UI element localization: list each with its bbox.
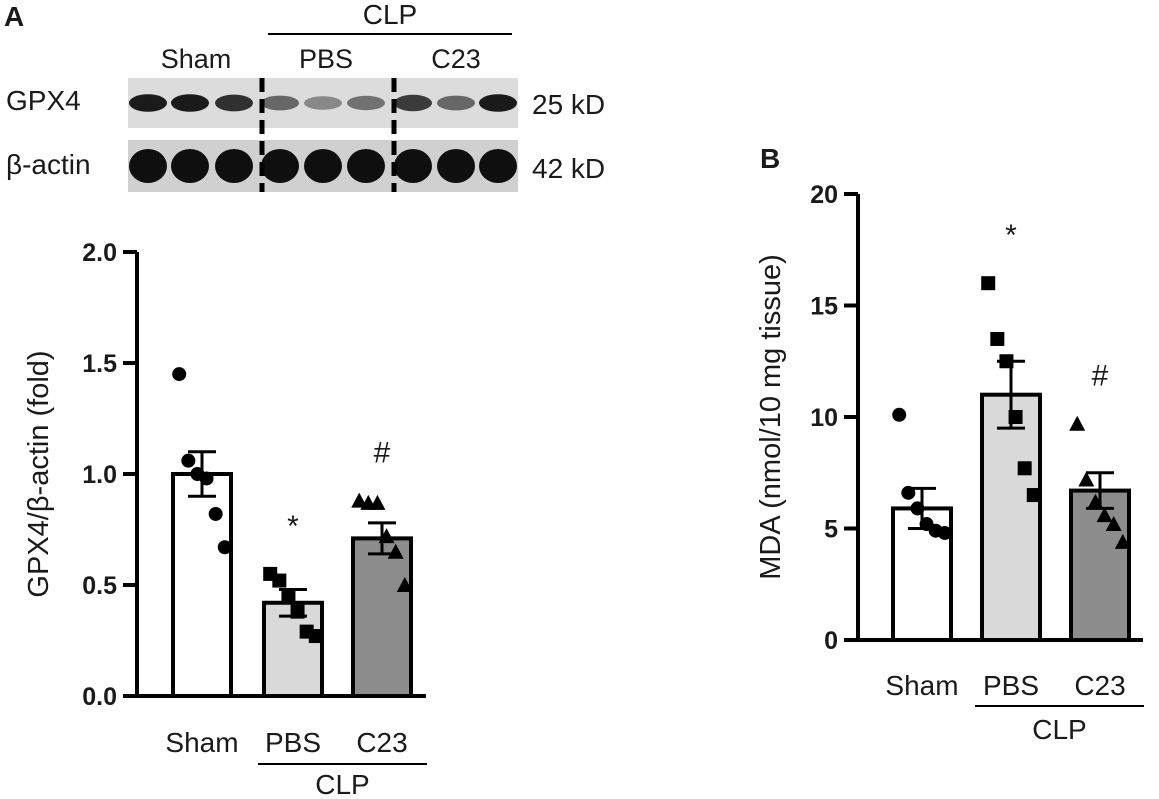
bar-pbs xyxy=(980,392,1042,643)
blot-band xyxy=(347,149,385,183)
y-tick-label: 1.5 xyxy=(82,350,117,378)
data-point xyxy=(937,525,952,540)
blot-band xyxy=(394,149,432,183)
panel-a-letter: A xyxy=(4,1,24,32)
bar-c23 xyxy=(1069,488,1131,642)
group-label: CLP xyxy=(315,769,369,799)
blot-bands xyxy=(129,94,517,183)
x-tick-label-c23: C23 xyxy=(356,727,407,758)
data-point xyxy=(1078,471,1095,487)
x-tick-label-pbs: PBS xyxy=(265,727,321,758)
chart-gpx4: 0.0 0.5 1.0 1.5 2.0 GPX4/β-actin (fold) * # Sham… xyxy=(23,239,427,799)
y-tick-label: 15 xyxy=(810,293,838,321)
blot-band xyxy=(215,94,253,112)
data-point xyxy=(1105,516,1122,532)
x-tick-label-sham: Sham xyxy=(885,670,958,701)
panel-b-letter: B xyxy=(760,143,780,174)
significance-marker: # xyxy=(374,437,391,470)
y-axis-label: MDA (nmol/10 mg tissue) xyxy=(755,254,787,580)
data-point xyxy=(272,573,287,588)
y-tick-label: 10 xyxy=(810,404,838,432)
data-point xyxy=(892,407,907,422)
x-tick-label-sham: Sham xyxy=(165,727,238,758)
blot-band xyxy=(479,94,517,112)
blot-size-gpx4: 25 kD xyxy=(532,89,605,120)
data-point xyxy=(981,276,996,291)
significance-marker: * xyxy=(1005,219,1017,252)
blot-band xyxy=(347,95,385,111)
data-point xyxy=(1069,415,1086,431)
blot-band xyxy=(479,149,517,183)
y-tick-label: 0.0 xyxy=(82,683,117,711)
blot-size-actin: 42 kD xyxy=(532,153,605,184)
blot-lane-label-c23: C23 xyxy=(431,44,481,74)
data-point xyxy=(181,453,196,468)
blot-band xyxy=(171,149,209,183)
y-axis-label: GPX4/β-actin (fold) xyxy=(23,350,55,597)
western-blot: CLP Sham PBS C23 GPX4 β-actin 25 kD 42 k… xyxy=(6,0,605,192)
blot-band xyxy=(261,95,299,111)
blot-band xyxy=(304,149,342,183)
blot-band xyxy=(129,149,167,183)
chart-mda: 0 5 10 15 20 MDA (nmol/10 mg tissue) * # Sham PBS… xyxy=(755,181,1144,745)
blot-band xyxy=(215,149,253,183)
bar-sham xyxy=(171,472,233,698)
x-tick-label-pbs: PBS xyxy=(983,670,1039,701)
data-point xyxy=(1096,507,1113,523)
y-tick-label: 0.5 xyxy=(82,572,117,600)
blot-row-label-actin: β-actin xyxy=(6,149,91,180)
y-tick-label: 1.0 xyxy=(82,461,117,489)
x-tick-label-c23: C23 xyxy=(1074,670,1125,701)
data-point xyxy=(396,577,413,592)
blot-band xyxy=(304,96,342,110)
blot-band xyxy=(437,149,475,183)
data-point xyxy=(1026,488,1041,503)
y-tick-label: 0 xyxy=(824,627,838,655)
group-label: CLP xyxy=(1032,714,1086,745)
data-point xyxy=(308,629,323,644)
y-tick-label: 20 xyxy=(810,181,838,209)
bar-c23 xyxy=(351,536,413,698)
significance-marker: # xyxy=(1092,360,1109,393)
blot-group-label: CLP xyxy=(363,0,417,30)
data-point xyxy=(990,331,1005,346)
data-point xyxy=(217,540,232,555)
blot-lane-label-pbs: PBS xyxy=(299,44,353,74)
blot-lane-label-sham: Sham xyxy=(161,44,232,74)
data-point xyxy=(351,492,368,508)
blot-band xyxy=(394,94,432,112)
significance-marker: * xyxy=(287,510,299,543)
y-tick-label: 5 xyxy=(824,516,838,544)
data-point xyxy=(1114,533,1131,549)
blot-band xyxy=(129,94,167,112)
blot-band xyxy=(171,94,209,112)
data-point xyxy=(208,506,223,521)
blot-band xyxy=(261,149,299,183)
blot-row-label-gpx4: GPX4 xyxy=(6,85,81,116)
y-tick-label: 2.0 xyxy=(82,239,117,267)
data-point xyxy=(1017,461,1032,476)
data-point xyxy=(369,494,386,510)
data-point xyxy=(172,367,187,382)
blot-band xyxy=(437,95,475,111)
